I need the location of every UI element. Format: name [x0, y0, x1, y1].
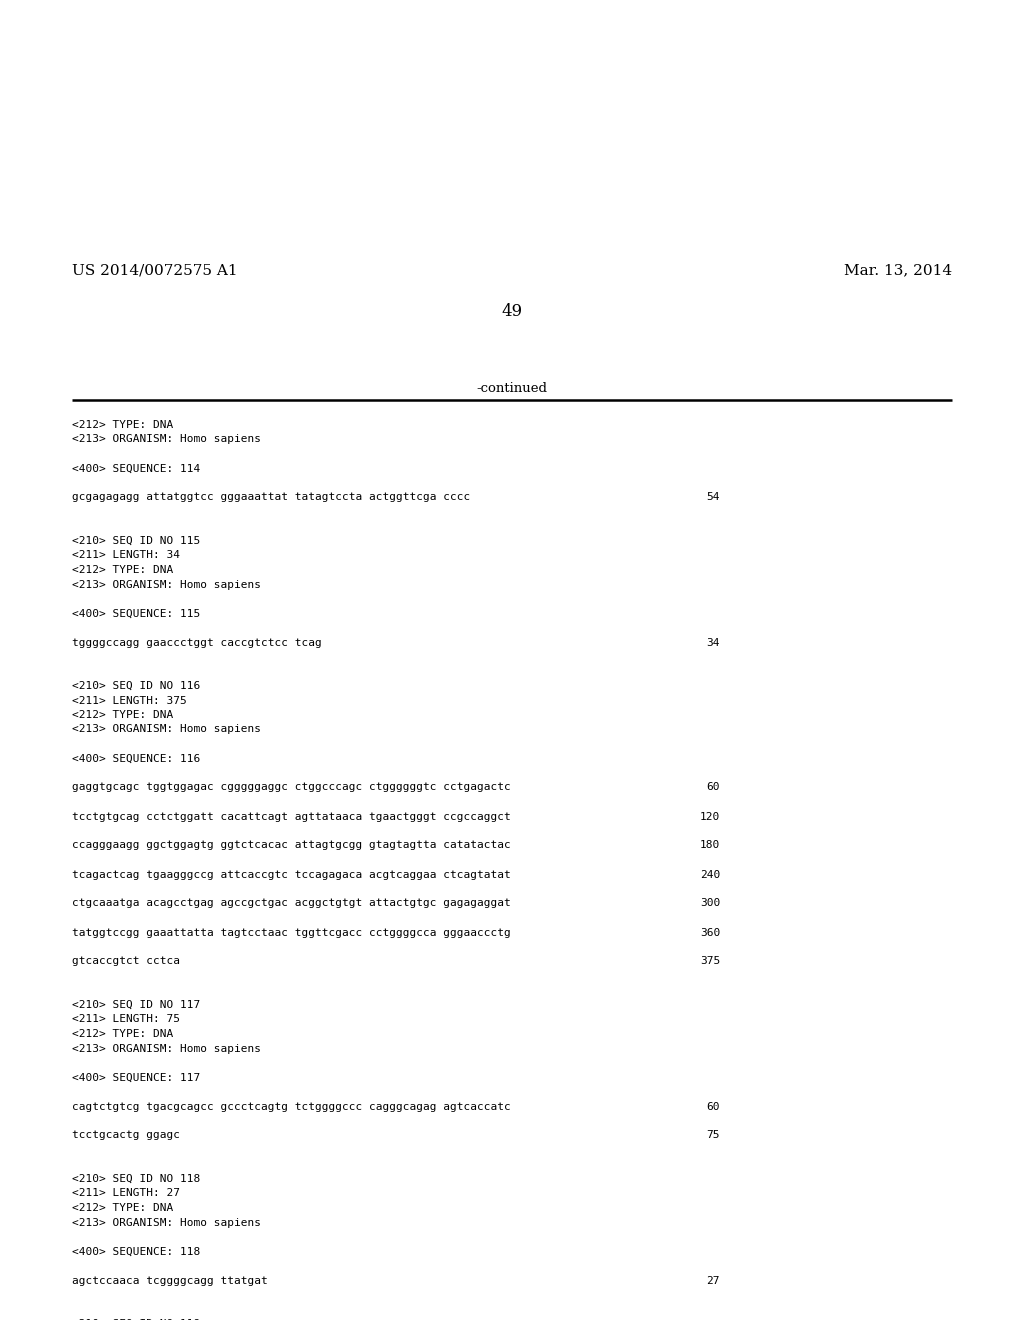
Text: <211> LENGTH: 27: <211> LENGTH: 27 — [72, 1188, 180, 1199]
Text: cagtctgtcg tgacgcagcc gccctcagtg tctggggccc cagggcagag agtcaccatc: cagtctgtcg tgacgcagcc gccctcagtg tctgggg… — [72, 1101, 511, 1111]
Text: <213> ORGANISM: Homo sapiens: <213> ORGANISM: Homo sapiens — [72, 434, 261, 445]
Text: 180: 180 — [699, 841, 720, 850]
Text: tggggccagg gaaccctggt caccgtctcc tcag: tggggccagg gaaccctggt caccgtctcc tcag — [72, 638, 322, 648]
Text: <213> ORGANISM: Homo sapiens: <213> ORGANISM: Homo sapiens — [72, 579, 261, 590]
Text: <211> LENGTH: 75: <211> LENGTH: 75 — [72, 1015, 180, 1024]
Text: gaggtgcagc tggtggagac cgggggaggc ctggcccagc ctggggggtc cctgagactc: gaggtgcagc tggtggagac cgggggaggc ctggccc… — [72, 783, 511, 792]
Text: <212> TYPE: DNA: <212> TYPE: DNA — [72, 710, 173, 719]
Text: gtcaccgtct cctca: gtcaccgtct cctca — [72, 957, 180, 966]
Text: <211> LENGTH: 34: <211> LENGTH: 34 — [72, 550, 180, 561]
Text: <400> SEQUENCE: 118: <400> SEQUENCE: 118 — [72, 1246, 201, 1257]
Text: <210> SEQ ID NO 115: <210> SEQ ID NO 115 — [72, 536, 201, 546]
Text: gcgagagagg attatggtcc gggaaattat tatagtccta actggttcga cccc: gcgagagagg attatggtcc gggaaattat tatagtc… — [72, 492, 470, 503]
Text: 375: 375 — [699, 957, 720, 966]
Text: <212> TYPE: DNA: <212> TYPE: DNA — [72, 1203, 173, 1213]
Text: 60: 60 — [707, 783, 720, 792]
Text: <212> TYPE: DNA: <212> TYPE: DNA — [72, 420, 173, 430]
Text: <213> ORGANISM: Homo sapiens: <213> ORGANISM: Homo sapiens — [72, 1217, 261, 1228]
Text: ccagggaagg ggctggagtg ggtctcacac attagtgcgg gtagtagtta catatactac: ccagggaagg ggctggagtg ggtctcacac attagtg… — [72, 841, 511, 850]
Text: 34: 34 — [707, 638, 720, 648]
Text: <400> SEQUENCE: 114: <400> SEQUENCE: 114 — [72, 463, 201, 474]
Text: <212> TYPE: DNA: <212> TYPE: DNA — [72, 1030, 173, 1039]
Text: <212> TYPE: DNA: <212> TYPE: DNA — [72, 565, 173, 576]
Text: tcctgtgcag cctctggatt cacattcagt agttataaca tgaactgggt ccgccaggct: tcctgtgcag cctctggatt cacattcagt agttata… — [72, 812, 511, 821]
Text: agctccaaca tcggggcagg ttatgat: agctccaaca tcggggcagg ttatgat — [72, 1275, 267, 1286]
Text: <213> ORGANISM: Homo sapiens: <213> ORGANISM: Homo sapiens — [72, 1044, 261, 1053]
Text: ctgcaaatga acagcctgag agccgctgac acggctgtgt attactgtgc gagagaggat: ctgcaaatga acagcctgag agccgctgac acggctg… — [72, 899, 511, 908]
Text: <400> SEQUENCE: 117: <400> SEQUENCE: 117 — [72, 1072, 201, 1082]
Text: 75: 75 — [707, 1130, 720, 1140]
Text: <210> SEQ ID NO 118: <210> SEQ ID NO 118 — [72, 1173, 201, 1184]
Text: <213> ORGANISM: Homo sapiens: <213> ORGANISM: Homo sapiens — [72, 725, 261, 734]
Text: 60: 60 — [707, 1101, 720, 1111]
Text: <400> SEQUENCE: 116: <400> SEQUENCE: 116 — [72, 754, 201, 763]
Text: Mar. 13, 2014: Mar. 13, 2014 — [844, 263, 952, 277]
Text: <211> LENGTH: 375: <211> LENGTH: 375 — [72, 696, 186, 705]
Text: 49: 49 — [502, 304, 522, 321]
Text: 27: 27 — [707, 1275, 720, 1286]
Text: 300: 300 — [699, 899, 720, 908]
Text: -continued: -continued — [476, 381, 548, 395]
Text: tcctgcactg ggagc: tcctgcactg ggagc — [72, 1130, 180, 1140]
Text: 360: 360 — [699, 928, 720, 937]
Text: 120: 120 — [699, 812, 720, 821]
Text: <210> SEQ ID NO 116: <210> SEQ ID NO 116 — [72, 681, 201, 690]
Text: tatggtccgg gaaattatta tagtcctaac tggttcgacc cctggggcca gggaaccctg: tatggtccgg gaaattatta tagtcctaac tggttcg… — [72, 928, 511, 937]
Text: US 2014/0072575 A1: US 2014/0072575 A1 — [72, 263, 238, 277]
Text: 54: 54 — [707, 492, 720, 503]
Text: 240: 240 — [699, 870, 720, 879]
Text: <210> SEQ ID NO 117: <210> SEQ ID NO 117 — [72, 1001, 201, 1010]
Text: <400> SEQUENCE: 115: <400> SEQUENCE: 115 — [72, 609, 201, 619]
Text: tcagactcag tgaagggccg attcaccgtc tccagagaca acgtcaggaa ctcagtatat: tcagactcag tgaagggccg attcaccgtc tccagag… — [72, 870, 511, 879]
